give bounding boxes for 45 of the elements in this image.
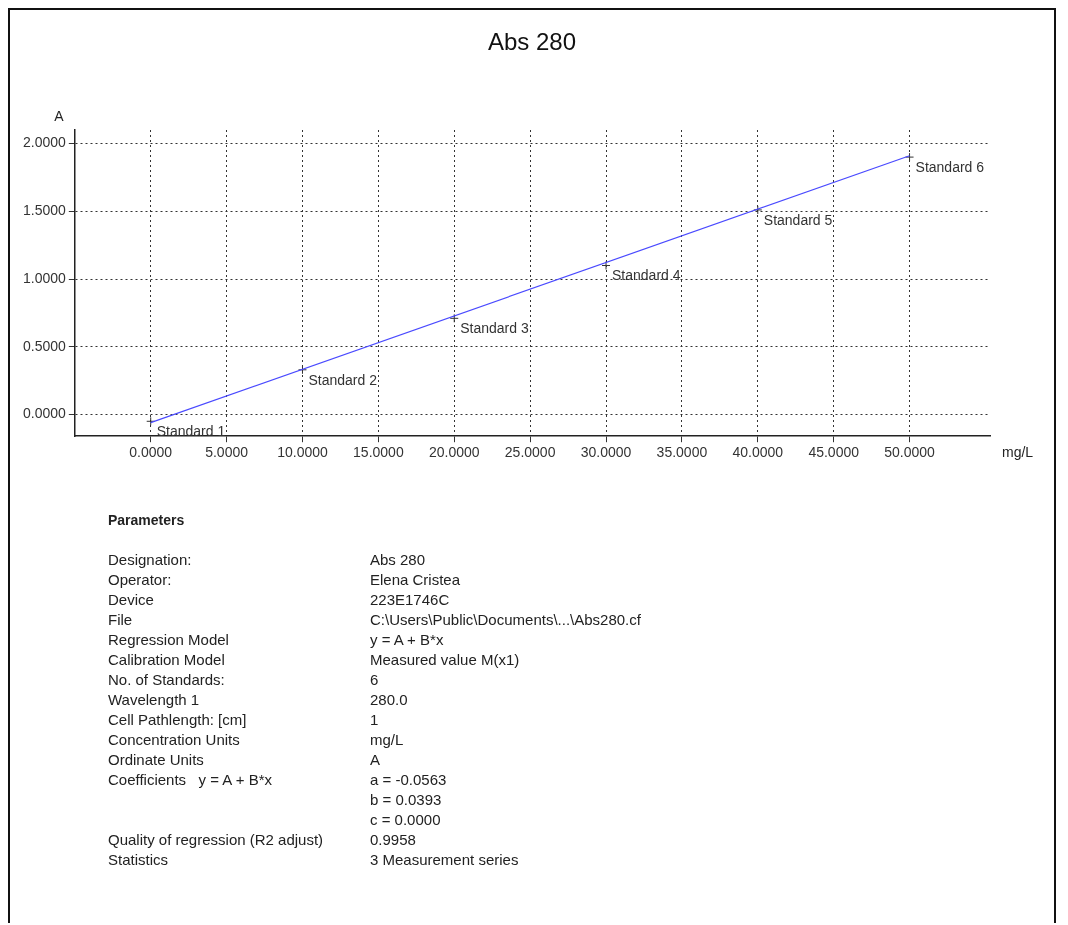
point xyxy=(753,205,763,215)
text: Parameters xyxy=(108,511,186,530)
y-tick-label: 1.0000 xyxy=(22,269,67,286)
x-tick-label: 40.0000 xyxy=(732,444,784,461)
text: File C:\Users\Public\Documents\...\Abs280.cf xyxy=(108,611,641,628)
point xyxy=(601,260,611,270)
x-tick-label: 30.0000 xyxy=(580,444,632,461)
text: Coefficients y = A + B*x a = -0.0563 xyxy=(108,771,447,788)
text: Statistics 3 Measurement series xyxy=(108,851,519,868)
x-tick-label: 10.0000 xyxy=(277,444,328,461)
text: c = 0.0000 xyxy=(370,810,441,830)
x-tick-label: 50.0000 xyxy=(884,444,936,461)
annotation: Standard 3 xyxy=(460,320,529,337)
text: Designation: Abs 280 xyxy=(108,551,426,568)
x-tick-label: 20.0000 xyxy=(428,444,480,461)
annotation: Standard 6 xyxy=(915,158,985,175)
x-axis-title: mg/L xyxy=(1002,444,1034,461)
text: Calibration Model Measured value M(x1) xyxy=(108,651,520,668)
x-tick-label: 25.0000 xyxy=(504,444,556,461)
annotation: Standard 4 xyxy=(612,267,681,284)
annotation: Standard 2 xyxy=(308,371,378,388)
text: Cell Pathlength: [cm] 1 xyxy=(108,711,379,728)
text: Quality of regression (R2 adjust) 0.9958 xyxy=(108,831,416,848)
text: Regression Model y = A + B*x xyxy=(108,631,444,648)
x-tick-label: 0.0000 xyxy=(129,444,173,461)
annotation: Standard 1 xyxy=(156,423,226,440)
y-tick-label: 0.0000 xyxy=(22,405,67,422)
text: Device 223E1746C xyxy=(108,591,450,608)
point xyxy=(905,152,915,162)
y-axis-title: A xyxy=(54,107,65,124)
x-tick-label: 45.0000 xyxy=(808,444,860,461)
text: Operator: Elena Cristea xyxy=(108,571,461,588)
text: b = 0.0393 xyxy=(370,790,442,810)
x-tick-label: 5.0000 xyxy=(205,444,249,461)
text: Ordinate Units A xyxy=(108,751,381,768)
text: Concentration Units mg/L xyxy=(108,731,404,748)
y-tick-label: 1.5000 xyxy=(22,202,67,219)
chart-title: Abs 280 xyxy=(487,28,577,55)
x-tick-label: 15.0000 xyxy=(353,444,404,461)
text: Wavelength 1 280.0 xyxy=(108,691,408,708)
y-tick-label: 2.0000 xyxy=(22,134,67,151)
x-tick-label: 35.0000 xyxy=(656,444,708,461)
text: No. of Standards: 6 xyxy=(108,671,379,688)
y-tick-label: 0.5000 xyxy=(22,337,67,354)
annotation: Standard 5 xyxy=(763,211,833,228)
